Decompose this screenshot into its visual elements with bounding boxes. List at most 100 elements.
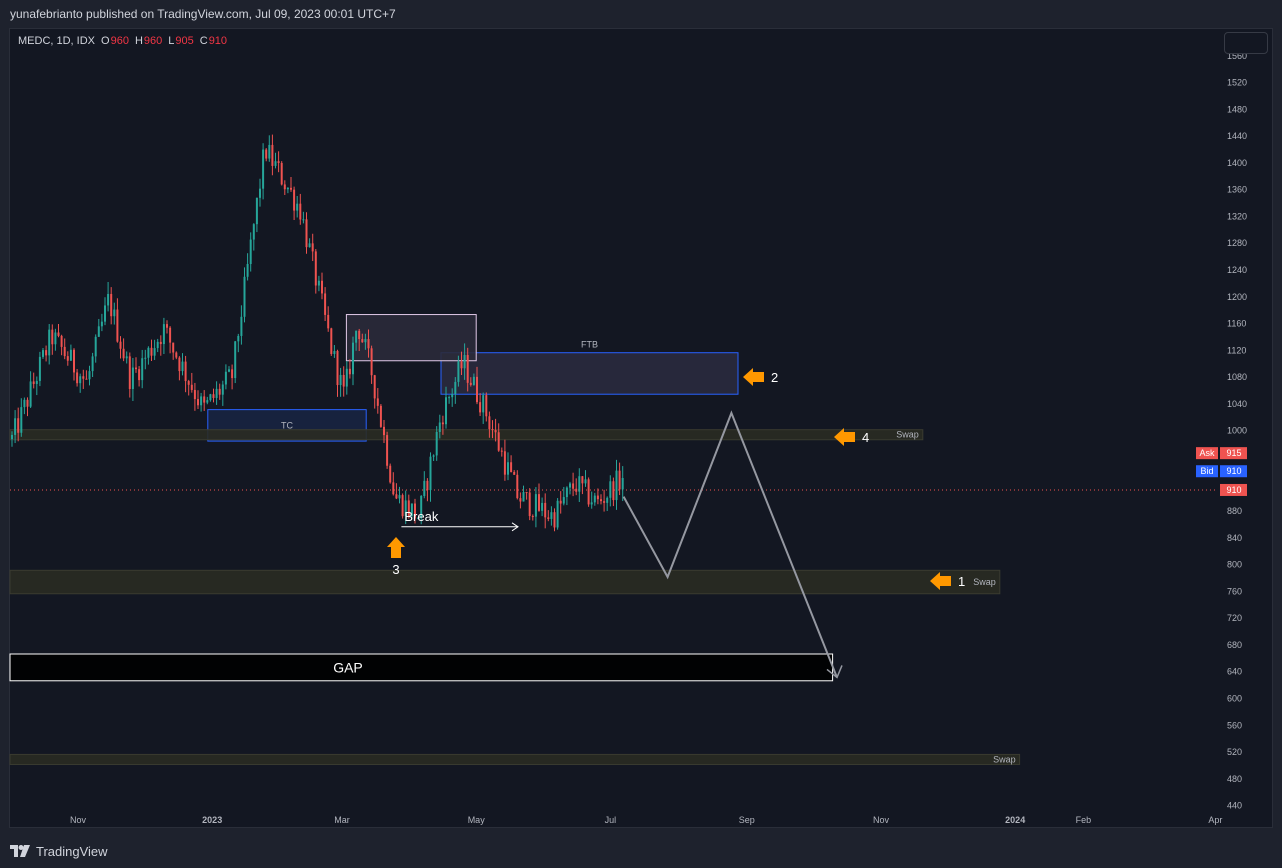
candle-body — [150, 347, 153, 356]
marker-1-arrow — [930, 572, 951, 590]
candle-body — [364, 339, 367, 343]
candle-body — [259, 188, 261, 198]
candle-body — [17, 418, 20, 433]
y-tick-label: 1480 — [1227, 104, 1247, 114]
candle-body — [85, 378, 88, 380]
y-tick-label: 560 — [1227, 720, 1242, 730]
candle-body — [271, 144, 274, 166]
y-tick-label: 1160 — [1227, 319, 1246, 329]
marker-2-arrow — [743, 368, 764, 386]
candle-body — [224, 371, 227, 385]
candle-body — [178, 357, 181, 372]
candle-body — [299, 203, 302, 220]
candle-body — [612, 481, 615, 501]
tradingview-logo[interactable]: TradingView — [10, 844, 108, 859]
candle-body — [228, 369, 230, 372]
candle-body — [392, 482, 395, 495]
candle-body — [565, 487, 568, 498]
publish-header: yunafebrianto published on TradingView.c… — [0, 0, 1282, 28]
candle-body — [131, 367, 134, 389]
marker-1-label: 1 — [958, 574, 965, 589]
candle-body — [234, 341, 237, 379]
candle-body — [113, 309, 116, 317]
candle-body — [283, 184, 286, 190]
y-tick-label: 680 — [1227, 640, 1242, 650]
candle-body — [466, 355, 469, 383]
candle-body — [386, 435, 389, 466]
candle-body — [541, 502, 544, 511]
candle-body — [73, 349, 75, 373]
candle-body — [491, 429, 494, 431]
candle-body — [373, 375, 376, 399]
candle-body — [361, 339, 364, 343]
candle-body — [48, 329, 51, 356]
candle-body — [407, 500, 410, 516]
x-tick-label: Jul — [605, 815, 617, 825]
candle-body — [286, 187, 289, 190]
candle-body — [66, 356, 69, 361]
candle-body — [100, 321, 103, 327]
y-tick-label: 720 — [1227, 613, 1242, 623]
candle-body — [293, 189, 296, 211]
ask-tag — [1196, 447, 1218, 460]
candle-body — [200, 396, 203, 406]
zone-gap-5 — [9, 653, 834, 682]
candle-body — [451, 393, 454, 398]
candle-body — [420, 495, 423, 518]
ohlc-low: L 905 — [168, 35, 194, 47]
swap-label: Swap — [993, 754, 1016, 764]
candle-body — [414, 503, 416, 519]
candle-body — [32, 381, 35, 384]
marker-4-label: 4 — [862, 430, 869, 445]
candle-body — [538, 494, 540, 511]
candle-body — [221, 384, 224, 395]
candle-body — [57, 332, 60, 336]
candle-body — [290, 187, 292, 190]
candle-body — [169, 327, 172, 343]
last-price-value: 910 — [1226, 485, 1241, 495]
candle-body — [88, 371, 91, 380]
candle-body — [379, 405, 382, 427]
candle-body — [457, 361, 460, 382]
candle-body — [23, 399, 26, 408]
candle-body — [485, 395, 488, 417]
y-tick-label: 1560 — [1227, 51, 1247, 61]
y-tick-label: 840 — [1227, 533, 1242, 543]
candle-body — [432, 455, 435, 457]
candle-body — [333, 350, 336, 354]
y-tick-label: 760 — [1227, 586, 1242, 596]
candle-body — [215, 388, 218, 398]
candle-body — [590, 502, 593, 505]
footer: TradingView — [0, 834, 1282, 868]
candle-body — [600, 499, 602, 502]
x-tick-label: 2023 — [202, 815, 222, 825]
candle-body — [423, 480, 426, 496]
candle-body — [218, 388, 221, 395]
y-tick-label: 1520 — [1227, 78, 1247, 88]
x-tick-label: Nov — [70, 815, 87, 825]
candle-body — [544, 502, 547, 518]
y-tick-label: 1120 — [1227, 345, 1246, 355]
chart-toolbar-button[interactable] — [1224, 32, 1268, 54]
candle-body — [562, 497, 565, 504]
candle-body — [305, 219, 308, 248]
candle-body — [559, 500, 562, 504]
candle-body — [144, 357, 147, 359]
candle-body — [609, 481, 612, 498]
candle-body — [296, 203, 299, 211]
candle-body — [311, 243, 314, 252]
candle-body — [336, 350, 339, 386]
y-tick-label: 880 — [1227, 506, 1242, 516]
candle-body — [265, 149, 268, 159]
tradingview-logo-icon — [10, 845, 30, 857]
candle-body — [29, 381, 32, 407]
candle-body — [175, 352, 178, 358]
y-tick-label: 440 — [1227, 801, 1242, 811]
y-tick-label: 1080 — [1227, 372, 1247, 382]
candle-body — [494, 430, 497, 433]
candle-body — [448, 397, 451, 399]
candle-body — [572, 483, 575, 489]
brand-text: TradingView — [36, 843, 108, 859]
candle-body — [376, 398, 379, 406]
